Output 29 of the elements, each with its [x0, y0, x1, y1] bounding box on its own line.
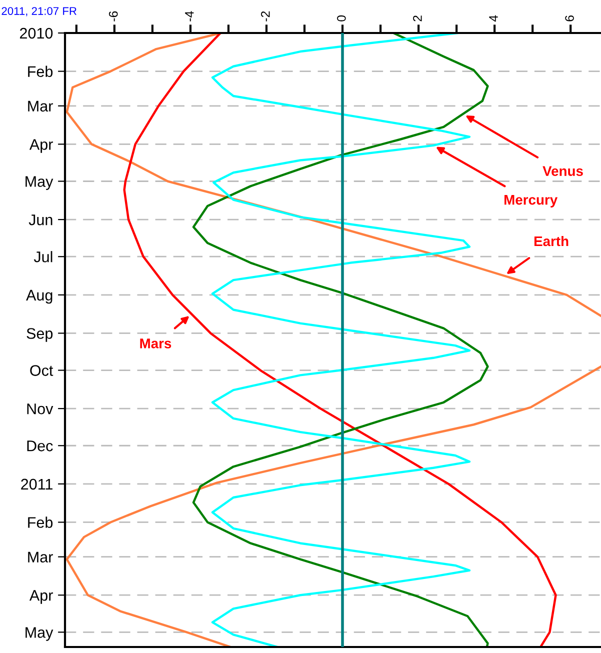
y-tick-label: Sep — [26, 328, 53, 342]
x-tick-label: 4 — [489, 15, 498, 22]
x-tick-label: -6 — [108, 11, 118, 22]
y-tick-label: Mar — [28, 552, 53, 562]
x-tick-label: 0 — [337, 15, 346, 22]
y-tick-label: May — [26, 627, 54, 641]
x-tick-label: -2 — [260, 11, 270, 22]
y-tick-label: Aug — [26, 290, 52, 304]
y-tick-label: Feb — [28, 516, 53, 528]
y-tick-label: Apr — [29, 139, 53, 153]
text: Earth — [534, 236, 568, 246]
text: 2011, 21:07 FR — [2, 7, 76, 16]
y-tick-label: May — [26, 176, 54, 190]
y-tick-label: Jul — [34, 251, 52, 262]
y-tick-label: 2011 — [21, 478, 52, 490]
y-tick-label: Mar — [28, 100, 53, 112]
y-tick-label: Nov — [27, 404, 54, 414]
y-tick-label: Oct — [30, 365, 54, 376]
text: Venus — [542, 166, 583, 176]
x-tick-label: 2 — [413, 16, 422, 22]
y-tick-label: Apr — [29, 590, 53, 604]
y-tick-label: Jun — [28, 214, 52, 226]
legend-label: Mars — [140, 338, 172, 348]
x-tick-label: -4 — [185, 11, 194, 22]
x-tick-label: 6 — [565, 15, 574, 22]
text: Mercury — [504, 195, 558, 208]
y-tick-label: 2010 — [20, 28, 53, 39]
y-tick-label: Feb — [28, 66, 53, 77]
y-tick-label: Dec — [27, 440, 53, 452]
